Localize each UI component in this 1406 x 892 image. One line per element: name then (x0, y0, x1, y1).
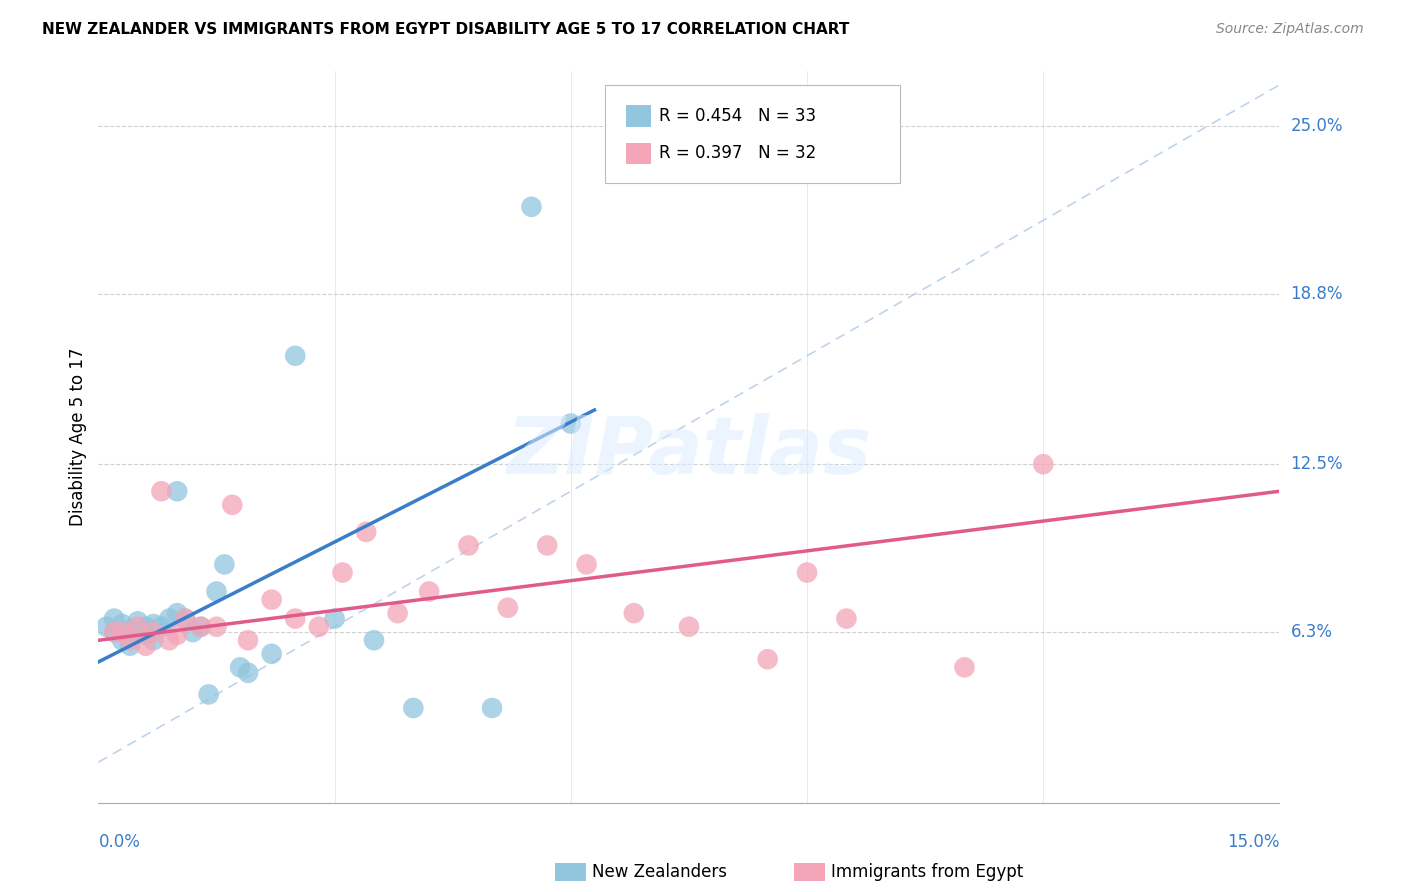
Point (236, 665, 259, 680)
Point (190, 620, 212, 634)
Text: Immigrants from Egypt: Immigrants from Egypt (831, 863, 1024, 881)
Point (796, 566, 818, 580)
Point (96, 620, 118, 634)
Text: 12.5%: 12.5% (1291, 455, 1343, 473)
Point (118, 639, 141, 653)
Point (323, 611, 346, 625)
Point (678, 620, 700, 634)
Point (205, 620, 228, 634)
Text: 0.0%: 0.0% (98, 833, 141, 851)
Point (575, 558, 598, 572)
Point (135, 620, 157, 634)
Point (142, 617, 165, 632)
Text: Source: ZipAtlas.com: Source: ZipAtlas.com (1216, 22, 1364, 37)
Point (174, 611, 197, 625)
Point (197, 688, 219, 702)
Point (332, 566, 354, 580)
Point (354, 524, 377, 539)
Point (205, 584, 228, 599)
Point (135, 628, 157, 642)
Point (229, 660, 252, 674)
Text: 18.8%: 18.8% (1291, 285, 1343, 302)
Point (756, 652, 779, 666)
Point (284, 349, 307, 363)
Point (111, 633, 134, 648)
Point (308, 620, 330, 634)
Point (953, 660, 976, 674)
Point (387, 606, 409, 620)
Point (560, 417, 582, 431)
Point (150, 484, 173, 499)
Point (363, 633, 385, 648)
Y-axis label: Disability Age 5 to 17: Disability Age 5 to 17 (69, 348, 87, 526)
Point (103, 625, 125, 640)
Point (127, 615, 149, 629)
Point (166, 484, 188, 499)
Point (150, 620, 173, 634)
Point (111, 625, 134, 640)
Point (181, 625, 204, 640)
Point (142, 633, 165, 648)
Point (157, 611, 180, 625)
Point (174, 611, 197, 625)
Point (1032, 457, 1054, 471)
Point (221, 498, 243, 512)
Text: ZIPatlas: ZIPatlas (506, 413, 872, 491)
Point (236, 633, 259, 648)
Point (536, 538, 558, 552)
Point (118, 633, 141, 648)
Text: R = 0.454   N = 33: R = 0.454 N = 33 (659, 107, 817, 125)
Text: R = 0.397   N = 32: R = 0.397 N = 32 (659, 145, 817, 162)
Point (157, 633, 180, 648)
Point (481, 701, 503, 715)
Point (496, 600, 519, 615)
Point (284, 611, 307, 625)
Text: 6.3%: 6.3% (1291, 624, 1333, 641)
Point (166, 606, 188, 620)
Text: 25.0%: 25.0% (1291, 117, 1343, 135)
Point (260, 592, 283, 607)
Point (127, 625, 149, 640)
Point (457, 538, 479, 552)
Point (418, 584, 440, 599)
Point (135, 639, 157, 653)
Point (835, 611, 858, 625)
Point (520, 200, 543, 214)
Point (127, 620, 149, 634)
Point (260, 647, 283, 661)
Text: New Zealanders: New Zealanders (592, 863, 727, 881)
Point (103, 611, 125, 625)
Text: 15.0%: 15.0% (1227, 833, 1279, 851)
Point (190, 620, 212, 634)
Point (118, 623, 141, 637)
Point (166, 628, 188, 642)
Point (623, 606, 645, 620)
Point (214, 558, 236, 572)
Point (111, 617, 134, 632)
Point (142, 625, 165, 640)
Point (103, 625, 125, 640)
Point (402, 701, 425, 715)
Text: NEW ZEALANDER VS IMMIGRANTS FROM EGYPT DISABILITY AGE 5 TO 17 CORRELATION CHART: NEW ZEALANDER VS IMMIGRANTS FROM EGYPT D… (42, 22, 849, 37)
